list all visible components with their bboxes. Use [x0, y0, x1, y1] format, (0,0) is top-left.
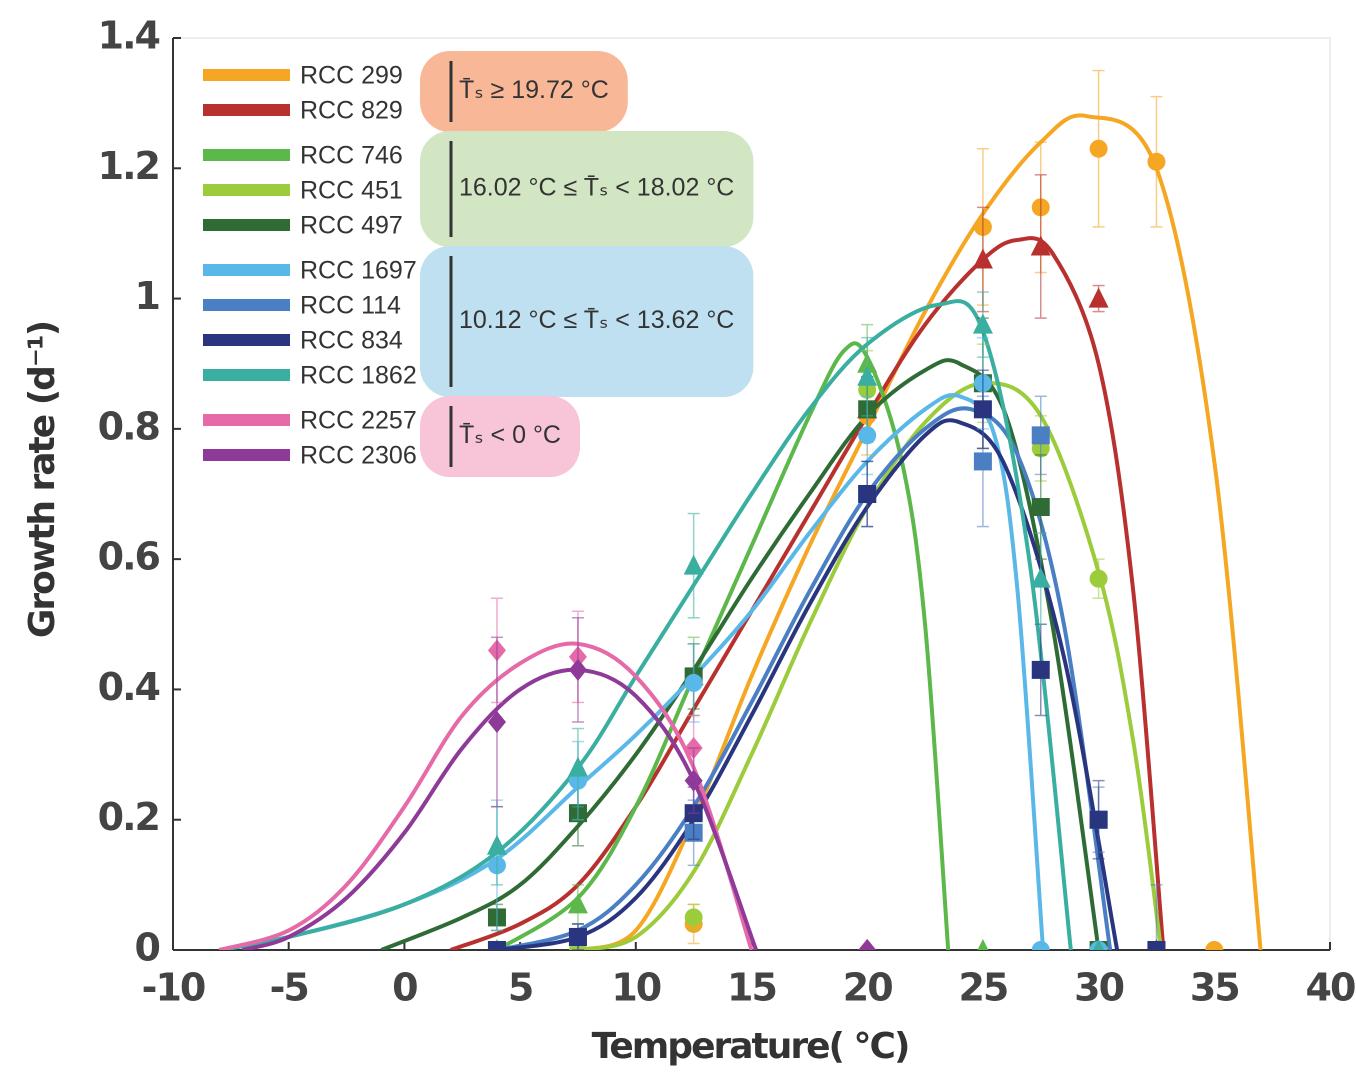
- data-point: [1089, 569, 1108, 588]
- group-box: [420, 131, 754, 247]
- data-point: [857, 365, 878, 386]
- y-tick-label: 0.8: [98, 404, 160, 448]
- data-point: [684, 908, 703, 927]
- legend-label: RCC 299: [300, 62, 403, 90]
- x-tick-label: 25: [958, 966, 1007, 1010]
- y-axis-label: Growth rate (d⁻¹): [22, 322, 63, 638]
- data-point: [1031, 941, 1050, 950]
- x-tick-label: 30: [1074, 966, 1123, 1010]
- data-point: [1205, 941, 1224, 950]
- data-point: [568, 927, 587, 946]
- x-tick-label: 40: [1306, 966, 1355, 1010]
- data-point: [1089, 139, 1108, 158]
- data-point: [684, 673, 703, 692]
- legend-label: RCC 834: [300, 327, 403, 355]
- data-point: [972, 248, 993, 269]
- fit-curve: [495, 341, 951, 950]
- y-tick-label: 0.6: [98, 535, 160, 579]
- legend-label: RCC 451: [300, 177, 403, 205]
- data-point: [684, 769, 703, 792]
- data-point: [858, 426, 877, 445]
- data-point: [1147, 941, 1166, 950]
- fit-curve: [218, 641, 754, 950]
- data-point: [973, 400, 992, 419]
- legend-label: RCC 497: [300, 212, 403, 240]
- data-point: [973, 452, 992, 471]
- x-tick-label: 0: [392, 966, 417, 1010]
- group-box: [420, 396, 580, 477]
- y-tick-label: 1: [135, 274, 159, 318]
- group-label: 10.12 °C ≤ T̄ₛ < 13.62 °C: [459, 306, 734, 334]
- group-label: T̄ₛ < 0 °C: [459, 421, 561, 449]
- data-point: [568, 658, 587, 681]
- fit-curve: [496, 418, 1120, 950]
- data-point: [1031, 498, 1050, 517]
- data-point: [567, 756, 588, 777]
- data-point: [683, 554, 704, 575]
- data-point: [972, 313, 993, 334]
- data-point: [858, 485, 877, 503]
- legend-label: RCC 2257: [300, 407, 417, 435]
- data-point: [487, 941, 506, 950]
- data-point: [1093, 939, 1105, 950]
- x-tick-label: 35: [1190, 966, 1239, 1010]
- x-tick-label: 20: [843, 966, 892, 1010]
- x-tick-label: 5: [508, 966, 532, 1010]
- legend-label: RCC 746: [300, 142, 403, 170]
- group-box: [420, 51, 628, 132]
- plot-area: [218, 69, 1263, 950]
- y-tick-label: 0.2: [98, 795, 159, 839]
- legend-label: RCC 2306: [300, 442, 417, 470]
- data-point: [1088, 287, 1109, 308]
- x-axis-label: Temperature( °C): [592, 1026, 909, 1067]
- error-bar: [1150, 884, 1163, 950]
- data-point: [977, 939, 989, 950]
- fit-curve: [241, 667, 759, 950]
- data-point: [1031, 660, 1050, 679]
- legend-label: RCC 1697: [300, 257, 417, 285]
- data-point: [1031, 426, 1050, 445]
- data-point: [1030, 235, 1051, 256]
- x-tick-label: -10: [142, 966, 205, 1010]
- fit-curve: [380, 358, 1101, 950]
- data-point: [1030, 567, 1051, 588]
- data-point: [1147, 152, 1166, 171]
- y-tick-label: 0: [135, 926, 160, 970]
- x-tick-label: -5: [270, 966, 308, 1010]
- x-tick-label: 15: [727, 966, 776, 1010]
- data-point: [487, 711, 506, 733]
- x-tick-label: 10: [611, 966, 660, 1010]
- data-point: [486, 834, 507, 855]
- legend-label: RCC 114: [300, 292, 401, 320]
- group-box: [420, 246, 754, 397]
- fit-curve: [449, 236, 1166, 950]
- group-label: T̄ₛ ≥ 19.72 °C: [459, 76, 609, 104]
- legend-label: RCC 1862: [300, 362, 417, 390]
- data-point: [1089, 810, 1108, 829]
- y-tick-label: 1.2: [98, 144, 159, 188]
- legend-groups: T̄ₛ ≥ 19.72 °C 16.02 °C ≤ T̄ₛ < 18.02 °C 1…: [420, 51, 754, 477]
- y-tick-label: 0.4: [98, 665, 160, 709]
- y-tick-label: 1.4: [98, 14, 160, 58]
- group-label: 16.02 °C ≤ T̄ₛ < 18.02 °C: [459, 174, 734, 202]
- data-point: [858, 939, 877, 950]
- data-point: [567, 893, 588, 914]
- fit-curve: [218, 299, 1073, 950]
- fit-curve: [496, 406, 1113, 950]
- legend-label: RCC 829: [300, 97, 403, 125]
